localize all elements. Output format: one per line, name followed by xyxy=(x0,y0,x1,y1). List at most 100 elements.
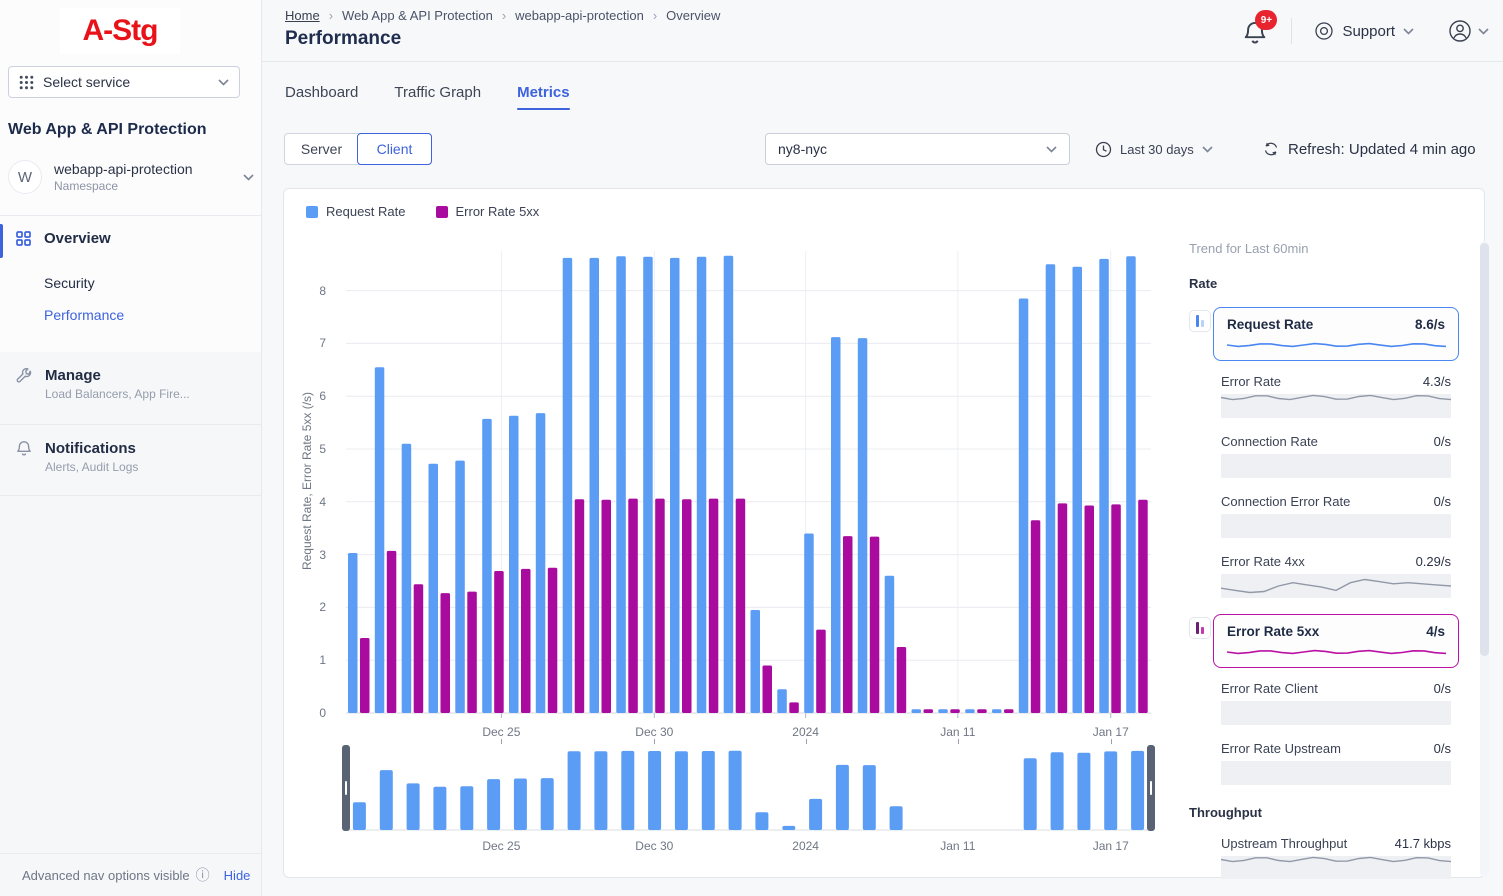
metric-row-error-rate-4xx[interactable]: Error Rate 4xx 0.29/s xyxy=(1221,554,1451,598)
y-tick-0: 0 xyxy=(319,706,326,720)
metric-row-error-rate-upstream[interactable]: Error Rate Upstream 0/s xyxy=(1221,741,1451,785)
select-service-label: Select service xyxy=(43,74,131,90)
select-service-dropdown[interactable]: Select service xyxy=(8,66,240,98)
bar-request-rate-5 xyxy=(455,460,465,713)
sidebar-item-notifications[interactable]: Notifications Alerts, Audit Logs xyxy=(0,440,261,474)
metric-label: Upstream Throughput xyxy=(1221,836,1348,851)
client-toggle-button[interactable]: Client xyxy=(357,133,432,165)
bar-error-rate-5xx-5 xyxy=(467,591,477,713)
brush-top-tick xyxy=(654,739,656,744)
legend-item-error-rate-5xx[interactable]: Error Rate 5xx xyxy=(435,204,539,219)
metric-row-connection-error-rate[interactable]: Connection Error Rate 0/s xyxy=(1221,494,1451,538)
bar-error-rate-5xx-6 xyxy=(494,571,504,713)
sidebar-item-overview[interactable]: Overview xyxy=(0,224,261,258)
bar-request-rate-24 xyxy=(965,709,975,713)
brush-bar-3 xyxy=(406,783,420,830)
scrollbar-thumb[interactable] xyxy=(1480,243,1489,656)
brush-bar-7 xyxy=(513,778,527,830)
metric-label: Error Rate 4xx xyxy=(1221,554,1305,569)
sidebar-item-notifications-subtitle: Alerts, Audit Logs xyxy=(45,460,139,474)
metric-row-upstream-throughput[interactable]: Upstream Throughput 41.7 kbps xyxy=(1221,836,1451,879)
user-account-menu[interactable] xyxy=(1448,19,1489,43)
metric-card-error-rate-5xx[interactable]: Error Rate 5xx 4/s xyxy=(1213,614,1459,668)
x-tick-jan-11: Jan 11 xyxy=(940,725,976,739)
tab-dashboard[interactable]: Dashboard xyxy=(285,84,359,101)
brush-handle-right[interactable] xyxy=(1147,745,1155,831)
bar-request-rate-12 xyxy=(643,256,653,713)
brush-handle-left[interactable] xyxy=(342,745,350,831)
site-selector-dropdown[interactable]: ny8-nyc xyxy=(765,133,1070,165)
time-range-dropdown[interactable]: Last 30 days xyxy=(1095,133,1213,165)
time-range-label: Last 30 days xyxy=(1120,141,1194,157)
metric-row-connection-rate[interactable]: Connection Rate 0/s xyxy=(1221,434,1451,478)
advanced-nav-message: Advanced nav options visible xyxy=(22,867,190,883)
icon-bar-tall xyxy=(1196,622,1199,634)
breadcrumb-item-2[interactable]: Web App & API Protection xyxy=(342,8,493,23)
brush-overview-chart[interactable] xyxy=(342,739,1155,832)
notifications-bell-button[interactable]: 9+ xyxy=(1243,10,1278,46)
bar-error-rate-5xx-30 xyxy=(1138,499,1148,713)
main-bar-chart[interactable] xyxy=(346,251,1151,719)
mini-bar-chart-icon[interactable] xyxy=(1189,310,1211,332)
metric-value: 0/s xyxy=(1433,681,1451,696)
y-tick-1: 1 xyxy=(319,653,326,668)
bar-error-rate-5xx-21 xyxy=(896,647,907,713)
server-toggle-button[interactable]: Server xyxy=(300,141,343,157)
brand-logo[interactable]: A-Stg xyxy=(60,8,180,54)
metric-sparkline-box xyxy=(1221,454,1451,478)
tab-bar: Dashboard Traffic Graph Metrics xyxy=(285,84,606,110)
mini-bar-chart-icon[interactable] xyxy=(1189,617,1211,639)
metric-card-request-rate[interactable]: Request Rate 8.6/s xyxy=(1213,307,1459,361)
hide-advanced-nav-link[interactable]: Hide xyxy=(223,867,251,883)
tab-metrics[interactable]: Metrics xyxy=(517,84,570,110)
bar-request-rate-15 xyxy=(723,255,734,714)
page-title: Performance xyxy=(285,28,402,49)
namespace-selector[interactable]: W webapp-api-protection Namespace xyxy=(8,156,254,198)
metric-row-error-rate[interactable]: Error Rate 4.3/s xyxy=(1221,374,1451,418)
metric-sparkline xyxy=(1221,394,1451,401)
breadcrumb-item-3[interactable]: webapp-api-protection xyxy=(515,8,644,23)
sidebar-item-security[interactable]: Security xyxy=(44,275,95,291)
bell-icon xyxy=(17,441,31,456)
breadcrumb-separator: › xyxy=(652,8,658,23)
refresh-button[interactable]: Refresh: Updated 4 min ago xyxy=(1263,133,1476,165)
trend-panel-title: Trend for Last 60min xyxy=(1189,241,1309,256)
bar-request-rate-7 xyxy=(509,415,519,713)
sidebar-lower-background xyxy=(0,352,261,896)
legend-item-request-rate[interactable]: Request Rate xyxy=(306,204,406,219)
brush-bar-14 xyxy=(701,751,715,830)
legend-swatch xyxy=(435,205,448,218)
apps-grid-icon xyxy=(19,75,34,89)
metric-value: 0/s xyxy=(1433,741,1451,756)
metric-row-error-rate-client[interactable]: Error Rate Client 0/s xyxy=(1221,681,1451,725)
metric-value: 8.6/s xyxy=(1414,317,1445,332)
metric-value: 0/s xyxy=(1433,434,1451,449)
breadcrumb-item-1[interactable]: Home xyxy=(285,8,320,23)
brush-bar-28 xyxy=(1077,752,1091,830)
namespace-text: webapp-api-protection Namespace xyxy=(54,161,243,193)
metric-row-header: Error Rate Client 0/s xyxy=(1221,681,1451,696)
brush-bar-12 xyxy=(648,751,662,830)
bar-request-rate-28 xyxy=(1072,266,1082,713)
chevron-down-icon xyxy=(1046,145,1057,153)
metric-label: Error Rate xyxy=(1221,374,1281,389)
metric-sparkline-box xyxy=(1221,701,1451,725)
bar-error-rate-5xx-3 xyxy=(413,584,424,713)
namespace-name: webapp-api-protection xyxy=(54,161,193,177)
sidebar-divider xyxy=(0,215,261,216)
info-icon[interactable]: ⓘ xyxy=(195,867,210,883)
trend-panel: Trend for Last 60min Rate Request Rate 8.6/… xyxy=(1189,241,1465,879)
metric-sparkline xyxy=(1227,342,1446,348)
support-menu[interactable]: Support xyxy=(1314,21,1414,41)
sidebar-item-performance[interactable]: Performance xyxy=(44,307,125,323)
brush-bar-17 xyxy=(782,825,796,830)
x-tick-dec-30: Dec 30 xyxy=(635,725,674,739)
sidebar-footer: Advanced nav options visible ⓘ Hide xyxy=(0,853,261,896)
breadcrumb-item-4[interactable]: Overview xyxy=(666,8,721,23)
bar-request-rate-4 xyxy=(428,463,438,713)
tab-traffic-graph[interactable]: Traffic Graph xyxy=(394,84,482,101)
sidebar-item-manage[interactable]: Manage Load Balancers, App Fire... xyxy=(0,367,261,401)
bar-request-rate-23 xyxy=(938,709,948,713)
metric-value: 4/s xyxy=(1426,624,1445,639)
metric-row-header: Upstream Throughput 41.7 kbps xyxy=(1221,836,1451,851)
